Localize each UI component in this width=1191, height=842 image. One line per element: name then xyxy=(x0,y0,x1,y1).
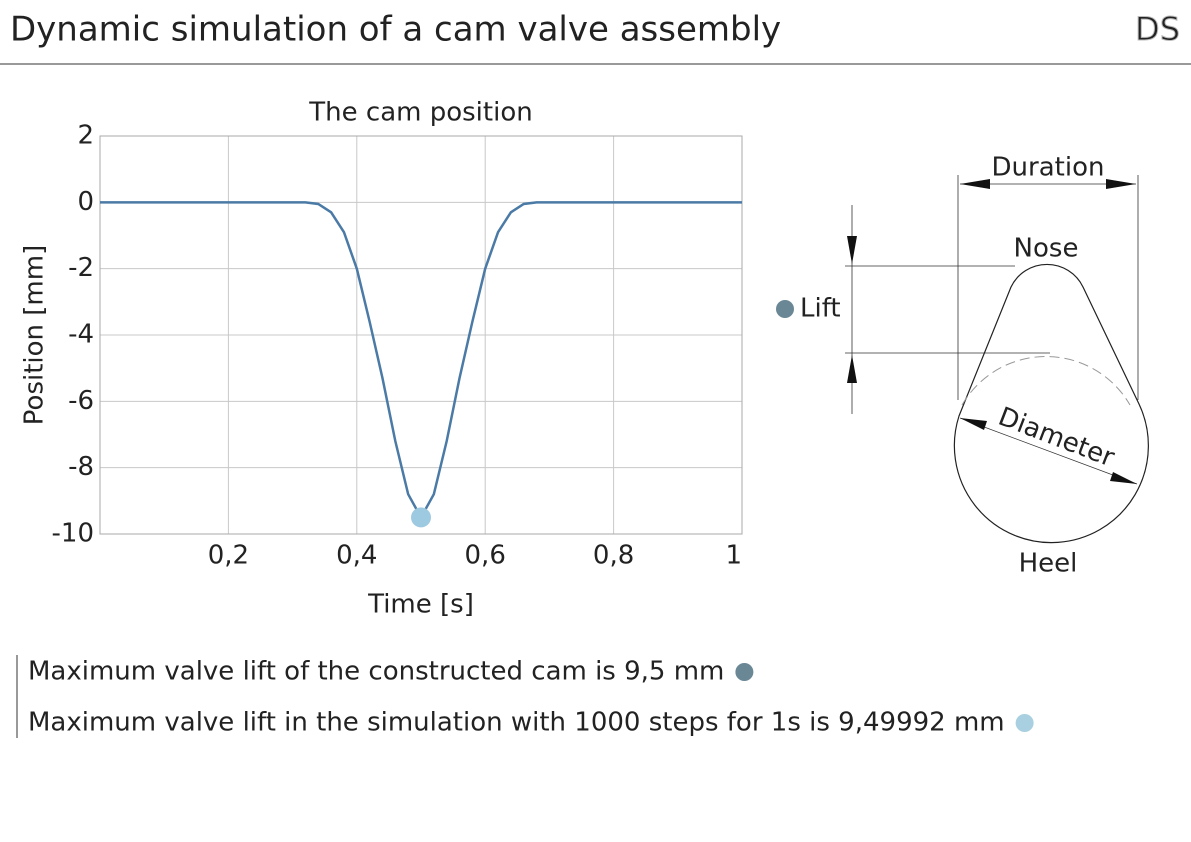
x-tick-label: 0,8 xyxy=(593,541,634,571)
note-text: Maximum valve lift of the constructed ca… xyxy=(28,657,724,687)
max-marker xyxy=(411,507,431,528)
base-circle xyxy=(961,356,1131,406)
plot-frame xyxy=(99,135,743,535)
y-tick-label: -4 xyxy=(68,320,94,350)
logo: DS xyxy=(1135,10,1180,48)
diameter-arrow xyxy=(959,417,1138,485)
lift-label: Lift xyxy=(800,294,841,324)
arrow-head xyxy=(1106,179,1136,189)
note-dot xyxy=(1015,714,1034,732)
y-axis-label: Position [mm] xyxy=(20,245,50,425)
note-dot xyxy=(735,663,754,681)
heel-label: Heel xyxy=(1019,549,1078,579)
chart: The cam position Time [s] Position [mm] … xyxy=(20,98,743,620)
nose-label: Nose xyxy=(1014,234,1079,264)
x-tick-label: 0,4 xyxy=(336,541,377,571)
y-tick-label: -2 xyxy=(68,253,94,283)
arrow-head xyxy=(847,236,857,264)
arrow-head xyxy=(847,355,857,383)
x-axis-label: Time [s] xyxy=(367,590,474,620)
arrow-head xyxy=(960,179,990,189)
x-tick-label: 0,6 xyxy=(465,541,506,571)
duration-label: Duration xyxy=(992,153,1105,183)
cam-profile xyxy=(953,263,1149,544)
y-tick-label: -8 xyxy=(68,452,94,482)
chart-title: The cam position xyxy=(308,98,532,128)
arrow-head xyxy=(960,418,987,430)
lift-dot xyxy=(776,300,794,318)
y-tick-label: -6 xyxy=(68,386,94,416)
line-series xyxy=(100,201,742,520)
slide-title: Dynamic simulation of a cam valve assemb… xyxy=(10,10,781,50)
y-tick-label: 0 xyxy=(77,187,94,217)
note-text: Maximum valve lift in the simulation wit… xyxy=(28,708,1005,738)
y-tick-label: 2 xyxy=(77,121,94,151)
arrow-head xyxy=(1110,472,1137,484)
x-tick-label: 0,2 xyxy=(208,541,249,571)
x-tick-label: 1 xyxy=(725,541,742,571)
notes: Maximum valve lift of the constructed ca… xyxy=(28,657,1034,738)
y-tick-label: -10 xyxy=(52,519,94,549)
cam-diagram: Duration Nose Heel Lift Diameter xyxy=(776,153,1149,579)
